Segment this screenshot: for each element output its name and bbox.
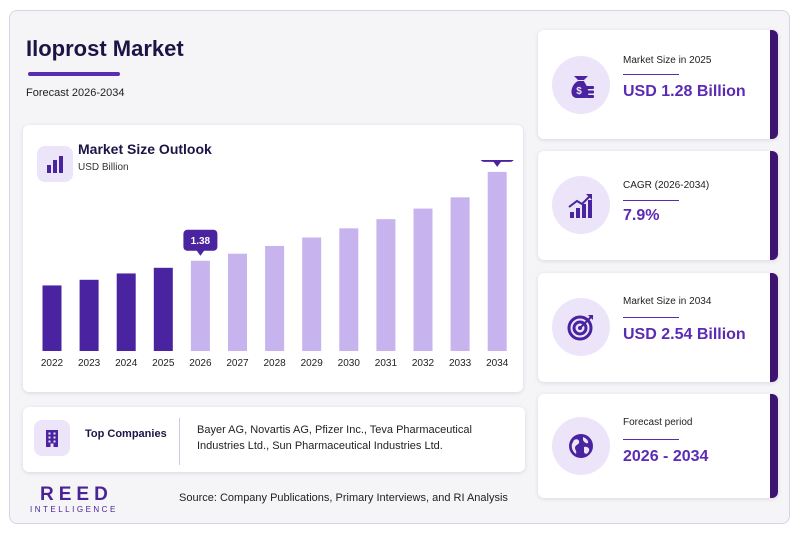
stat-value: USD 2.54 Billion: [623, 326, 746, 343]
card-accent: [770, 394, 778, 498]
logo-tagline: INTELLIGENCE: [30, 505, 118, 514]
x-tick-label: 2033: [449, 358, 472, 369]
svg-text:$: $: [576, 86, 582, 97]
companies-label: Top Companies: [85, 428, 167, 440]
stat-divider: [623, 200, 679, 201]
x-tick-label: 2027: [226, 358, 249, 369]
x-tick-label: 2023: [78, 358, 101, 369]
x-tick-label: 2026: [189, 358, 212, 369]
stat-value: 7.9%: [623, 207, 660, 224]
card-accent: [770, 273, 778, 382]
data-label-2034: 2.54: [480, 160, 514, 167]
bar-2023: [79, 279, 99, 351]
bar-2031: [376, 219, 396, 351]
bar-2034: [487, 171, 507, 351]
stat-divider: [623, 439, 679, 440]
x-tick-label: 2025: [152, 358, 175, 369]
growth-chart-icon: [552, 176, 610, 234]
data-label-2026: 1.38: [183, 229, 218, 256]
stat-card-forecast-period: Forecast period 2026 - 2034: [538, 394, 778, 498]
stat-value: 2026 - 2034: [623, 448, 709, 465]
stat-card-market-size-2034: Market Size in 2034 USD 2.54 Billion: [538, 273, 778, 382]
stat-label: Forecast period: [623, 417, 693, 428]
page-subtitle: Forecast 2026-2034: [26, 87, 125, 99]
stat-label: Market Size in 2025: [623, 55, 712, 66]
stat-card-cagr: CAGR (2026-2034) 7.9%: [538, 151, 778, 260]
globe-icon: [552, 417, 610, 475]
bar-2033: [450, 197, 470, 351]
stat-divider: [623, 74, 679, 75]
bar-2032: [413, 208, 433, 351]
bar-chart-icon: [37, 146, 73, 182]
page-title: Iloprost Market: [26, 36, 184, 61]
bar-2026: [190, 260, 210, 351]
bar-2030: [339, 228, 359, 351]
stat-card-market-size-2025: $ Market Size in 2025 USD 1.28 Billion: [538, 30, 778, 139]
building-icon: [34, 420, 70, 456]
x-tick-label: 2028: [263, 358, 286, 369]
card-accent: [770, 151, 778, 260]
target-icon: [552, 298, 610, 356]
x-tick-label: 2030: [338, 358, 361, 369]
x-tick-label: 2029: [301, 358, 324, 369]
money-bag-icon: $: [552, 56, 610, 114]
bar-2028: [265, 245, 285, 351]
title-underline: [28, 72, 120, 76]
bar-2024: [116, 273, 136, 351]
bar-2025: [153, 267, 173, 351]
companies-card: [23, 407, 525, 472]
x-tick-label: 2031: [375, 358, 398, 369]
bar-chart: 2022 2023 2024 2025 2026 1.38 2027 2028 2029 2030…: [41, 160, 514, 369]
stat-label: CAGR (2026-2034): [623, 180, 710, 191]
companies-list: Bayer AG, Novartis AG, Pfizer Inc., Teva…: [197, 424, 472, 452]
bar-2022: [42, 285, 62, 351]
x-tick-label: 2022: [41, 358, 64, 369]
chart-unit: USD Billion: [78, 162, 129, 173]
bar-2029: [302, 237, 322, 351]
logo-wordmark: REED: [40, 484, 113, 505]
x-tick-label: 2024: [115, 358, 138, 369]
stat-label: Market Size in 2034: [623, 296, 712, 307]
svg-text:1.38: 1.38: [191, 236, 211, 247]
stat-value: USD 1.28 Billion: [623, 83, 746, 100]
chart-title: Market Size Outlook: [78, 141, 212, 157]
x-tick-label: 2032: [412, 358, 435, 369]
companies-divider: [179, 418, 180, 465]
stat-divider: [623, 317, 679, 318]
source-note: Source: Company Publications, Primary In…: [179, 492, 508, 504]
x-tick-label: 2034: [486, 358, 509, 369]
card-accent: [770, 30, 778, 139]
bar-2027: [228, 253, 247, 351]
